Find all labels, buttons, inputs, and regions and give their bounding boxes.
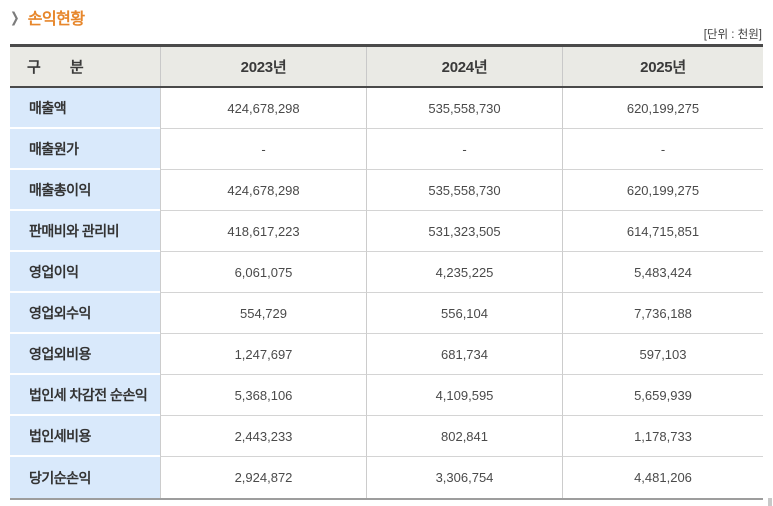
row-label: 당기순손익 <box>10 457 160 498</box>
row-value: 3,306,754 <box>366 457 562 498</box>
table-row: 법인세비용 2,443,233 802,841 1,178,733 <box>10 416 763 457</box>
row-value: 6,061,075 <box>160 252 366 293</box>
chevron-right-icon: ❯ <box>10 9 20 25</box>
scrollbar-thumb-fragment[interactable] <box>768 498 772 506</box>
row-label: 영업이익 <box>10 252 160 293</box>
row-value: - <box>366 129 562 170</box>
row-value: 4,109,595 <box>366 375 562 416</box>
header-cell-year-2024: 2024년 <box>366 47 562 86</box>
row-value: 7,736,188 <box>562 293 763 334</box>
row-value: 802,841 <box>366 416 562 457</box>
row-value: 5,483,424 <box>562 252 763 293</box>
table-body: 매출액 424,678,298 535,558,730 620,199,275 … <box>10 88 763 498</box>
table-row: 영업이익 6,061,075 4,235,225 5,483,424 <box>10 252 763 293</box>
row-value: 424,678,298 <box>160 170 366 211</box>
row-value: 531,323,505 <box>366 211 562 252</box>
row-label: 매출원가 <box>10 129 160 170</box>
row-value: 4,481,206 <box>562 457 763 498</box>
row-value: 535,558,730 <box>366 88 562 129</box>
row-value: 1,178,733 <box>562 416 763 457</box>
table-row: 매출액 424,678,298 535,558,730 620,199,275 <box>10 88 763 129</box>
row-value: 5,368,106 <box>160 375 366 416</box>
header-cell-year-2025: 2025년 <box>562 47 763 86</box>
row-value: 424,678,298 <box>160 88 366 129</box>
row-label: 판매비와 관리비 <box>10 211 160 252</box>
row-value: 597,103 <box>562 334 763 375</box>
table-row: 당기순손익 2,924,872 3,306,754 4,481,206 <box>10 457 763 498</box>
row-label: 매출총이익 <box>10 170 160 211</box>
row-label: 매출액 <box>10 88 160 129</box>
row-label: 영업외수익 <box>10 293 160 334</box>
row-value: 620,199,275 <box>562 88 763 129</box>
section-header: ❯ 손익현황 <box>0 0 773 28</box>
row-value: 4,235,225 <box>366 252 562 293</box>
section-title: 손익현황 <box>27 11 85 28</box>
row-label: 영업외비용 <box>10 334 160 375</box>
header-cell-year-2023: 2023년 <box>160 47 366 86</box>
row-value: 556,104 <box>366 293 562 334</box>
row-value: 614,715,851 <box>562 211 763 252</box>
unit-note: [단위 : 천원] <box>703 29 762 41</box>
table-row: 매출원가 - - - <box>10 129 763 170</box>
profit-loss-table: 구 분 2023년 2024년 2025년 매출액 424,678,298 53… <box>10 44 763 500</box>
row-label: 법인세비용 <box>10 416 160 457</box>
row-value: 620,199,275 <box>562 170 763 211</box>
row-value: 418,617,223 <box>160 211 366 252</box>
row-value: 1,247,697 <box>160 334 366 375</box>
table-row: 영업외비용 1,247,697 681,734 597,103 <box>10 334 763 375</box>
table-row: 판매비와 관리비 418,617,223 531,323,505 614,715… <box>10 211 763 252</box>
row-value: 554,729 <box>160 293 366 334</box>
row-value: - <box>562 129 763 170</box>
table-header-row: 구 분 2023년 2024년 2025년 <box>10 47 763 88</box>
row-label: 법인세 차감전 순손익 <box>10 375 160 416</box>
header-cell-category: 구 분 <box>27 59 84 76</box>
row-value: 681,734 <box>366 334 562 375</box>
row-value: - <box>160 129 366 170</box>
row-value: 2,443,233 <box>160 416 366 457</box>
table-row: 매출총이익 424,678,298 535,558,730 620,199,27… <box>10 170 763 211</box>
row-value: 2,924,872 <box>160 457 366 498</box>
row-value: 5,659,939 <box>562 375 763 416</box>
row-value: 535,558,730 <box>366 170 562 211</box>
table-row: 영업외수익 554,729 556,104 7,736,188 <box>10 293 763 334</box>
table-row: 법인세 차감전 순손익 5,368,106 4,109,595 5,659,93… <box>10 375 763 416</box>
